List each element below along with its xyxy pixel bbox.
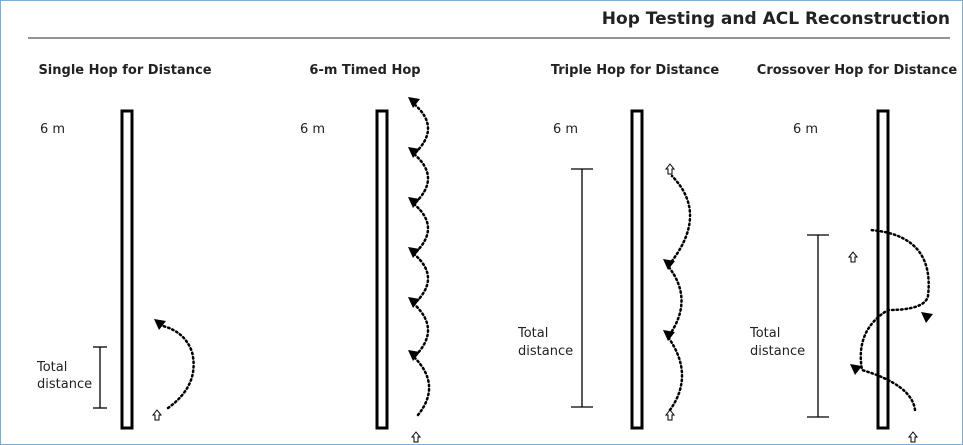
measure-label: Total	[749, 326, 780, 341]
start-arrow	[151, 409, 163, 421]
measure-label: distance	[518, 344, 573, 359]
bracket	[807, 234, 829, 418]
bracket	[93, 346, 107, 409]
panel-title: Single Hop for Distance	[38, 63, 211, 78]
start-arrow	[907, 431, 919, 443]
hop-path	[161, 324, 195, 410]
start-arrow	[410, 431, 422, 443]
hop-path	[666, 174, 692, 412]
lane	[120, 109, 134, 430]
start-arrow	[664, 409, 676, 421]
measure-label: Total	[36, 360, 67, 375]
length-label: 6 m	[40, 122, 65, 137]
hop-path	[859, 228, 930, 412]
lane	[876, 109, 890, 430]
length-label: 6 m	[300, 122, 325, 137]
lane	[375, 109, 389, 430]
length-label: 6 m	[553, 122, 578, 137]
measure-label: distance	[37, 377, 92, 392]
measure-label: distance	[750, 344, 805, 359]
arrows	[408, 97, 420, 361]
lane	[630, 109, 644, 430]
arrows	[663, 259, 675, 341]
bracket	[571, 168, 593, 408]
measure-label: Total	[517, 326, 548, 341]
end-arrow	[847, 251, 859, 263]
end-arrow	[664, 163, 676, 175]
arrows	[850, 312, 933, 375]
title: Hop Testing and ACL Reconstruction	[602, 9, 950, 29]
panel-title: 6-m Timed Hop	[309, 63, 420, 78]
panel-title: Triple Hop for Distance	[551, 63, 720, 78]
length-label: 6 m	[793, 122, 818, 137]
panel-title: Crossover Hop for Distance	[757, 63, 958, 78]
arrow	[154, 319, 166, 330]
